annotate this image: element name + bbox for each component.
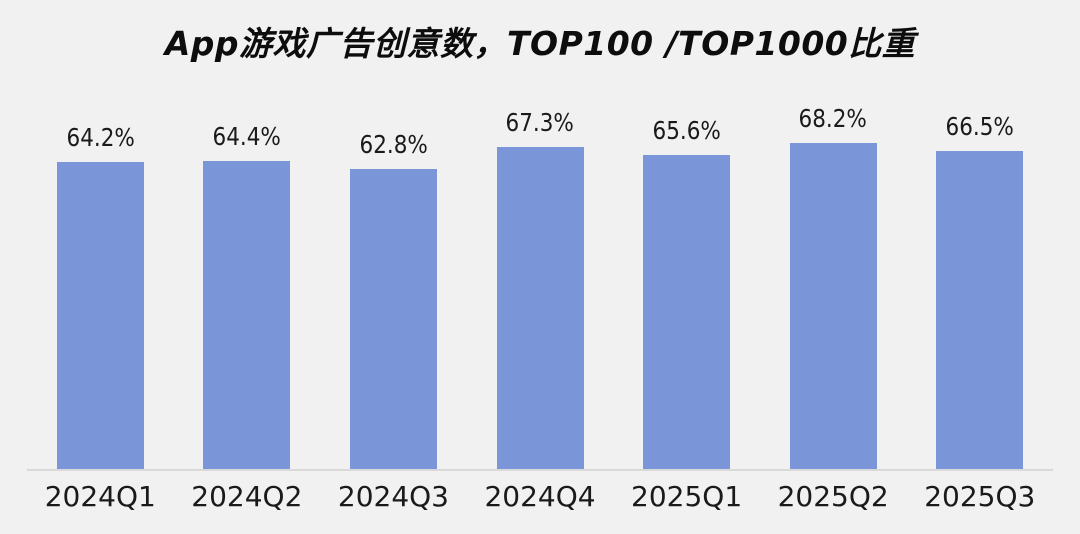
bar (349, 169, 437, 469)
bar-value-label: 65.6% (652, 116, 721, 145)
x-axis-label: 2024Q2 (191, 480, 303, 513)
x-axis-label: 2024Q1 (44, 480, 156, 513)
bar-slot: 67.3% (467, 98, 614, 469)
bar (643, 155, 731, 469)
bar-value-label: 68.2% (799, 104, 868, 133)
x-axis: 2024Q1 2024Q2 2024Q3 2024Q4 2025Q1 2025Q2 2025… (27, 480, 1053, 513)
bar (203, 161, 291, 469)
chart-title: App游戏广告创意数，TOP100 /TOP1000比重 (164, 24, 916, 63)
x-axis-label: 2025Q2 (777, 480, 889, 513)
x-axis-label: 2024Q3 (337, 480, 449, 513)
bar (789, 143, 877, 469)
bar-slot: 62.8% (320, 98, 467, 469)
bar (56, 162, 144, 469)
bar (936, 151, 1024, 469)
bar-value-label: 62.8% (359, 130, 428, 159)
bar-value-label: 64.4% (212, 122, 282, 151)
bar-slot: 64.4% (174, 98, 321, 469)
bar-slot: 66.5% (906, 98, 1053, 469)
x-axis-label: 2025Q3 (924, 480, 1036, 513)
bar-slot: 64.2% (27, 98, 174, 469)
plot-area: 64.2% 64.4% 62.8% 67.3% 65.6% 68.2% 66.5% (27, 98, 1053, 471)
x-axis-label: 2024Q4 (484, 480, 596, 513)
bar-slot: 65.6% (613, 98, 760, 469)
bar (496, 147, 584, 469)
bar-value-label: 67.3% (505, 108, 575, 137)
bar-value-label: 66.5% (945, 112, 1014, 141)
x-axis-label: 2025Q1 (631, 480, 743, 513)
bar-value-label: 64.2% (66, 123, 135, 152)
bar-slot: 68.2% (760, 98, 907, 469)
